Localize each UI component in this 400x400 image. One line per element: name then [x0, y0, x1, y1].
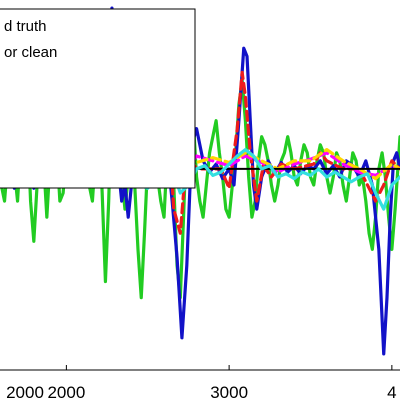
x-tick-label-2: 3000 — [210, 383, 248, 400]
legend-entry-0: d truth — [4, 18, 47, 35]
axes-layer: 2000 2000 3000 4 — [0, 365, 400, 400]
legend-box — [0, 8, 196, 189]
x-tick-label-0: 2000 — [6, 383, 44, 400]
legend: d truth or clean — [0, 8, 196, 189]
x-tick-label-1: 2000 — [47, 383, 85, 400]
series-line-1 — [0, 151, 400, 184]
legend-entry-1: or clean — [4, 44, 57, 61]
x-tick-label-3: 4 — [387, 383, 396, 400]
